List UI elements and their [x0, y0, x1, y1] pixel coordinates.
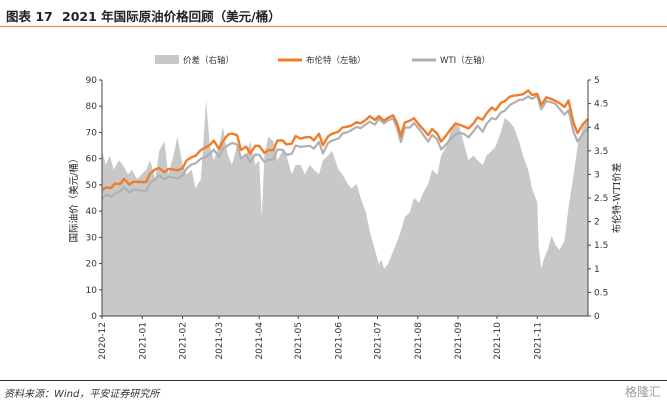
- y-right-tick-label: 1.5: [594, 241, 608, 251]
- figure-footer: 资料来源：Wind，平安证券研究所 格隆汇: [0, 380, 667, 407]
- y-left-tick-label: 90: [86, 76, 98, 86]
- figure-number: 图表 17: [6, 9, 53, 24]
- y-right-tick-label: 0: [594, 312, 600, 322]
- x-tick-label: 2021-11: [533, 322, 543, 360]
- y-left-tick-label: 70: [86, 128, 98, 138]
- x-tick-label: 2021-01: [138, 322, 148, 360]
- x-tick-label: 2021-10: [493, 322, 503, 360]
- x-tick-label: 2021-09: [454, 322, 464, 360]
- y-left-tick-label: 0: [91, 312, 97, 322]
- y-right-tick-label: 3: [594, 170, 600, 180]
- y-left-tick-label: 10: [86, 286, 98, 296]
- wti-line: [101, 94, 589, 200]
- y-right-tick-label: 4: [594, 123, 600, 133]
- x-tick-label: 2021-06: [335, 322, 345, 360]
- legend-label: WTI（左轴）: [440, 55, 490, 66]
- x-tick-label: 2020-12: [98, 322, 108, 360]
- brent-line: [101, 89, 589, 192]
- y-left-tick-label: 30: [86, 233, 98, 243]
- chart-axis-labels: 国际油价（美元/桶） 布伦特-WTI价差: [68, 154, 623, 243]
- y-left-tick-label: 50: [86, 181, 98, 191]
- watermark-logo: 格隆汇: [624, 385, 661, 399]
- y-left-tick-label: 80: [86, 102, 98, 112]
- y-left-tick-label: 20: [86, 260, 98, 270]
- legend-label: 价差（右轴）: [183, 55, 234, 66]
- y-left-axis-title: 国际油价（美元/桶）: [68, 154, 80, 243]
- y-right-tick-label: 5: [594, 76, 600, 86]
- wti-line-layer: [101, 94, 589, 200]
- y-right-tick-label: 4.5: [594, 100, 608, 110]
- oil-price-chart: 0 10 20 30 40 50 60 70 80 90 0 0.5 1 1.5 2 2.5 3 3.5 4 4.5 5…: [68, 55, 623, 360]
- y-right-tick-label: 2: [594, 218, 600, 228]
- y-left-tick-label: 40: [86, 207, 98, 217]
- y-left-tick-label: 60: [86, 155, 98, 165]
- chart-tick-labels: 0 10 20 30 40 50 60 70 80 90 0 0.5 1 1.5 2 2.5 3 3.5 4 4.5 5…: [86, 76, 609, 360]
- brent-line-layer: [101, 89, 589, 192]
- y-right-tick-label: 1: [594, 265, 600, 275]
- figure-title: 2021 年国际原油价格回顾（美元/桶）: [62, 9, 281, 24]
- legend-swatch-spread: [155, 55, 179, 64]
- figure-header: 图表 17 2021 年国际原油价格回顾（美元/桶）: [0, 0, 667, 27]
- x-tick-label: 2021-02: [179, 322, 189, 360]
- y-right-tick-label: 2.5: [594, 194, 608, 204]
- legend-label: 布伦特（左轴）: [306, 55, 366, 66]
- spread-area-layer: [102, 98, 588, 317]
- y-right-tick-label: 3.5: [594, 147, 608, 157]
- x-tick-label: 2021-08: [414, 322, 424, 360]
- y-right-tick-label: 0.5: [594, 288, 608, 298]
- chart-axes: [99, 79, 591, 319]
- x-tick-label: 2021-05: [294, 322, 304, 360]
- x-tick-label: 2021-04: [255, 322, 265, 360]
- x-tick-label: 2021-07: [373, 322, 383, 360]
- x-tick-label: 2021-03: [215, 322, 225, 360]
- spread-area: [102, 98, 588, 317]
- source-note: 资料来源：Wind，平安证券研究所: [4, 389, 160, 400]
- y-right-axis-title: 布伦特-WTI价差: [611, 163, 623, 234]
- chart-legend: 价差（右轴） 布伦特（左轴） WTI（左轴）: [155, 55, 490, 66]
